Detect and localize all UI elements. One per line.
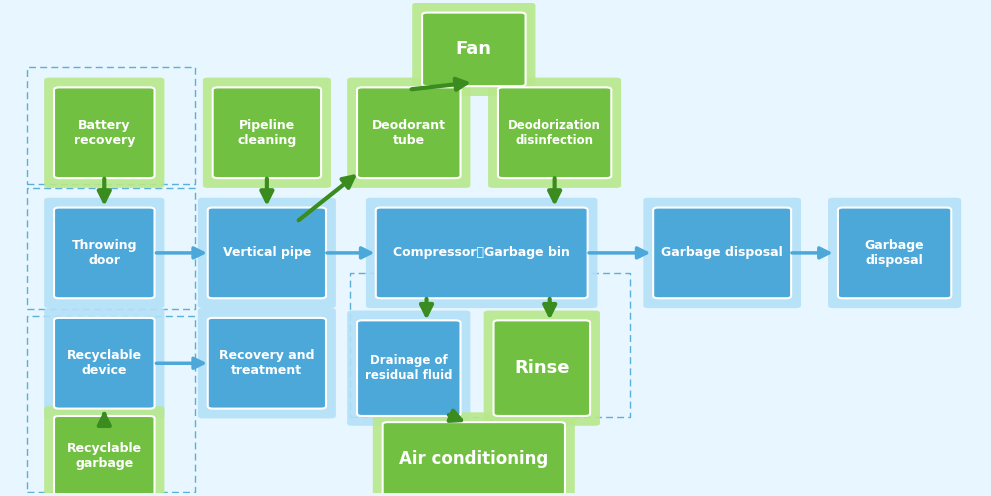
Text: Recyclable
garbage: Recyclable garbage xyxy=(66,442,142,470)
FancyBboxPatch shape xyxy=(45,198,165,308)
Text: Rinse: Rinse xyxy=(514,359,570,377)
FancyBboxPatch shape xyxy=(203,77,331,188)
Text: Vertical pipe: Vertical pipe xyxy=(223,247,311,259)
Bar xyxy=(28,66,195,184)
Text: Battery
recovery: Battery recovery xyxy=(73,119,135,147)
FancyBboxPatch shape xyxy=(422,12,525,86)
FancyBboxPatch shape xyxy=(55,207,155,298)
FancyBboxPatch shape xyxy=(484,310,600,426)
FancyBboxPatch shape xyxy=(45,77,165,188)
FancyBboxPatch shape xyxy=(643,198,801,308)
Bar xyxy=(28,188,195,310)
FancyBboxPatch shape xyxy=(198,308,336,419)
Text: Recyclable
device: Recyclable device xyxy=(66,349,142,377)
FancyBboxPatch shape xyxy=(838,207,951,298)
FancyBboxPatch shape xyxy=(366,198,598,308)
Text: Fan: Fan xyxy=(456,40,492,59)
FancyBboxPatch shape xyxy=(45,308,165,419)
Text: Garbage disposal: Garbage disposal xyxy=(661,247,783,259)
FancyBboxPatch shape xyxy=(412,3,535,96)
Text: Deodorant
tube: Deodorant tube xyxy=(372,119,446,147)
Text: Air conditioning: Air conditioning xyxy=(399,450,548,468)
FancyBboxPatch shape xyxy=(198,198,336,308)
FancyBboxPatch shape xyxy=(383,422,565,496)
FancyBboxPatch shape xyxy=(347,77,471,188)
FancyBboxPatch shape xyxy=(208,318,326,409)
FancyBboxPatch shape xyxy=(494,320,590,416)
FancyBboxPatch shape xyxy=(828,198,961,308)
Bar xyxy=(350,272,629,417)
Text: Drainage of
residual fluid: Drainage of residual fluid xyxy=(365,354,453,382)
Text: Garbage
disposal: Garbage disposal xyxy=(865,239,925,267)
FancyBboxPatch shape xyxy=(497,87,611,178)
FancyBboxPatch shape xyxy=(55,318,155,409)
Bar xyxy=(28,315,195,492)
FancyBboxPatch shape xyxy=(376,207,588,298)
FancyBboxPatch shape xyxy=(55,416,155,496)
FancyBboxPatch shape xyxy=(55,87,155,178)
Text: Throwing
door: Throwing door xyxy=(71,239,137,267)
FancyBboxPatch shape xyxy=(357,87,461,178)
Text: Deodorization
disinfection: Deodorization disinfection xyxy=(508,119,602,147)
Text: Recovery and
treatment: Recovery and treatment xyxy=(219,349,314,377)
Text: Compressor、Garbage bin: Compressor、Garbage bin xyxy=(393,247,570,259)
FancyBboxPatch shape xyxy=(208,207,326,298)
FancyBboxPatch shape xyxy=(489,77,621,188)
Text: Pipeline
cleaning: Pipeline cleaning xyxy=(237,119,296,147)
FancyBboxPatch shape xyxy=(357,320,461,416)
FancyBboxPatch shape xyxy=(213,87,321,178)
FancyBboxPatch shape xyxy=(373,412,575,496)
FancyBboxPatch shape xyxy=(653,207,791,298)
FancyBboxPatch shape xyxy=(347,310,471,426)
FancyBboxPatch shape xyxy=(45,406,165,496)
